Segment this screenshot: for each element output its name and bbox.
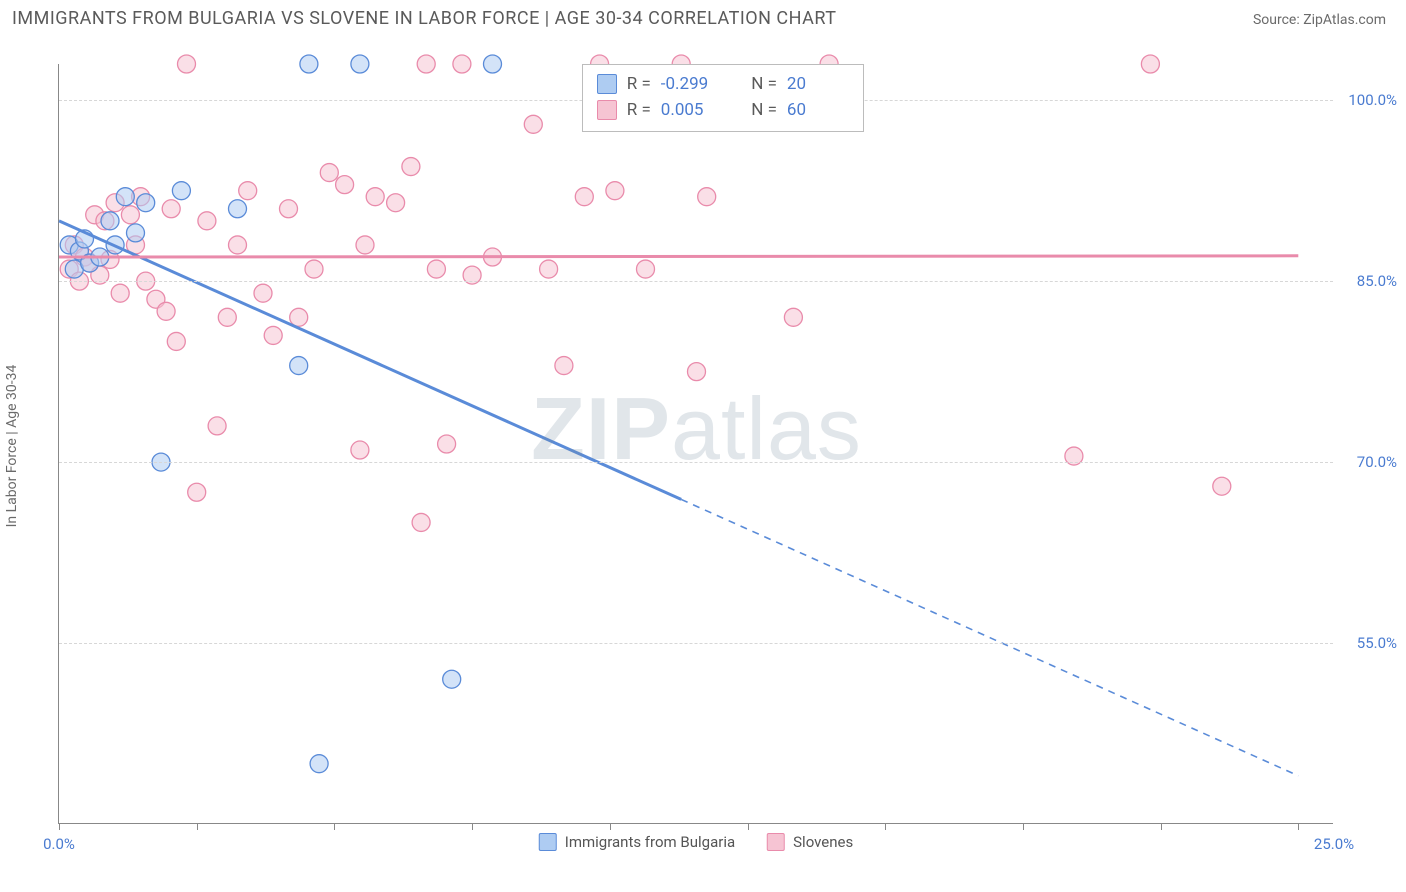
data-point xyxy=(524,115,542,133)
data-point xyxy=(137,194,155,212)
x-legend: Immigrants from Bulgaria Slovenes xyxy=(539,833,854,851)
data-point xyxy=(157,302,175,320)
x-tick xyxy=(197,823,198,830)
regression-line xyxy=(59,256,1298,257)
data-point xyxy=(387,194,405,212)
x-tick xyxy=(1161,823,1162,830)
data-point xyxy=(575,188,593,206)
data-point xyxy=(310,755,328,773)
data-point xyxy=(101,212,119,230)
x-tick xyxy=(472,823,473,830)
data-point xyxy=(239,182,257,200)
data-point xyxy=(688,363,706,381)
data-point xyxy=(427,260,445,278)
correlation-row: R = -0.299 N = 20 xyxy=(597,71,849,97)
data-point xyxy=(438,435,456,453)
data-point xyxy=(637,260,655,278)
x-tick xyxy=(1023,823,1024,830)
data-point xyxy=(254,284,272,302)
legend-label: Slovenes xyxy=(793,833,853,851)
regression-line xyxy=(59,221,681,500)
data-point xyxy=(188,483,206,501)
data-point xyxy=(290,357,308,375)
data-point xyxy=(300,55,318,73)
correlation-box: R = -0.299 N = 20R = 0.005 N = 60 xyxy=(582,64,864,132)
data-point xyxy=(111,284,129,302)
data-point xyxy=(172,182,190,200)
data-point xyxy=(336,176,354,194)
data-point xyxy=(402,158,420,176)
y-tick-label: 100.0% xyxy=(1348,91,1397,109)
data-point xyxy=(305,260,323,278)
x-tick-label: 0.0% xyxy=(43,835,75,853)
x-tick xyxy=(748,823,749,830)
y-tick-label: 85.0% xyxy=(1357,272,1397,290)
data-point xyxy=(356,236,374,254)
x-tick-label: 25.0% xyxy=(1314,835,1354,853)
data-point xyxy=(1141,55,1159,73)
scatter-svg xyxy=(59,64,1333,823)
data-point xyxy=(320,164,338,182)
x-tick xyxy=(59,823,60,830)
legend-swatch xyxy=(539,833,557,851)
legend-swatch xyxy=(597,100,617,120)
x-tick xyxy=(334,823,335,830)
legend-label: Immigrants from Bulgaria xyxy=(565,833,735,851)
chart-title: IMMIGRANTS FROM BULGARIA VS SLOVENE IN L… xyxy=(12,8,837,29)
data-point xyxy=(351,55,369,73)
data-point xyxy=(417,55,435,73)
data-point xyxy=(121,206,139,224)
plot-wrapper: In Labor Force | Age 30-34 55.0%70.0%85.… xyxy=(48,46,1388,846)
data-point xyxy=(555,357,573,375)
data-point xyxy=(208,417,226,435)
legend-item: Slovenes xyxy=(767,833,853,851)
gridline xyxy=(59,643,1333,644)
data-point xyxy=(280,200,298,218)
x-tick xyxy=(610,823,611,830)
data-point xyxy=(178,55,196,73)
source-label: Source: ZipAtlas.com xyxy=(1253,12,1386,28)
data-point xyxy=(264,326,282,344)
data-point xyxy=(162,200,180,218)
data-point xyxy=(698,188,716,206)
regression-line-dashed xyxy=(681,499,1298,775)
data-point xyxy=(443,670,461,688)
data-point xyxy=(606,182,624,200)
legend-swatch xyxy=(767,833,785,851)
data-point xyxy=(453,55,471,73)
gridline xyxy=(59,281,1333,282)
data-point xyxy=(366,188,384,206)
data-point xyxy=(229,200,247,218)
data-point xyxy=(540,260,558,278)
y-tick-label: 70.0% xyxy=(1357,453,1397,471)
data-point xyxy=(167,332,185,350)
data-point xyxy=(1213,477,1231,495)
x-tick xyxy=(1298,823,1299,830)
gridline xyxy=(59,462,1333,463)
data-point xyxy=(290,308,308,326)
correlation-row: R = 0.005 N = 60 xyxy=(597,97,849,123)
data-point xyxy=(229,236,247,254)
y-tick-label: 55.0% xyxy=(1357,634,1397,652)
data-point xyxy=(127,224,145,242)
data-point xyxy=(116,188,134,206)
data-point xyxy=(198,212,216,230)
data-point xyxy=(351,441,369,459)
legend-swatch xyxy=(597,74,617,94)
data-point xyxy=(484,55,502,73)
legend-item: Immigrants from Bulgaria xyxy=(539,833,735,851)
data-point xyxy=(218,308,236,326)
data-point xyxy=(412,513,430,531)
plot-area: 55.0%70.0%85.0%100.0%0.0%25.0%ZIPatlasIm… xyxy=(58,64,1333,824)
x-tick xyxy=(885,823,886,830)
data-point xyxy=(784,308,802,326)
y-axis-label: In Labor Force | Age 30-34 xyxy=(4,365,20,528)
